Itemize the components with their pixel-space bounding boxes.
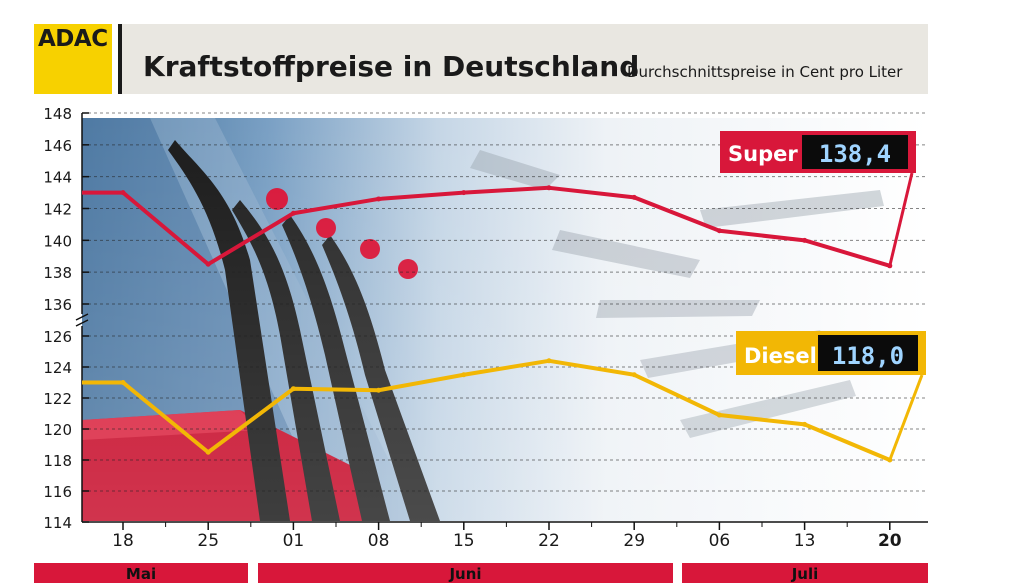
data-point xyxy=(205,261,211,267)
x-tick-label: 25 xyxy=(197,531,219,551)
data-point xyxy=(461,190,467,196)
data-point xyxy=(376,196,382,202)
data-point xyxy=(376,387,382,393)
lcd-value: 138,4 xyxy=(819,140,891,168)
series-name: Diesel xyxy=(744,344,817,368)
data-point xyxy=(546,185,552,191)
data-point xyxy=(120,190,126,196)
x-tick-label: 18 xyxy=(112,531,134,551)
month-label: Juli xyxy=(791,565,819,583)
x-tick-label: 15 xyxy=(453,531,475,551)
y-tick-label: 114 xyxy=(43,514,72,532)
data-point xyxy=(802,421,808,427)
y-tick-label: 118 xyxy=(43,452,72,470)
lcd-value: 118,0 xyxy=(832,342,904,370)
y-tick-label: 124 xyxy=(43,359,72,377)
y-axis-ticks: 136 138 140 142 144 146 148 114 116 118 120 122 124 1… xyxy=(43,105,89,532)
data-point xyxy=(290,210,296,216)
month-bars: Mai Juni Juli xyxy=(34,563,928,583)
lcd-display xyxy=(818,335,918,371)
chart-title: Kraftstoffpreise in Deutschland xyxy=(143,50,640,83)
series-name: Super xyxy=(728,142,798,166)
data-point xyxy=(290,386,296,392)
y-tick-label: 122 xyxy=(43,390,72,408)
data-point xyxy=(716,412,722,418)
data-point xyxy=(205,449,211,455)
y-tick-label: 138 xyxy=(43,264,72,282)
data-point xyxy=(802,237,808,243)
logo-divider xyxy=(118,24,122,94)
x-tick-label: 29 xyxy=(623,531,645,551)
y-tick-label: 144 xyxy=(43,169,72,187)
y-tick-label: 126 xyxy=(43,328,72,346)
lcd-display xyxy=(802,135,908,169)
y-tick-label: 120 xyxy=(43,421,72,439)
data-point xyxy=(120,380,126,385)
header-bar xyxy=(122,24,928,94)
x-tick-label: 13 xyxy=(794,531,816,551)
y-tick-label: 148 xyxy=(43,105,72,123)
month-bar xyxy=(258,563,673,583)
month-label: Mai xyxy=(126,565,156,583)
month-bar xyxy=(34,563,248,583)
background-photo xyxy=(82,118,928,521)
y-tick-label: 136 xyxy=(43,296,72,314)
axis-break-mark xyxy=(75,313,89,327)
data-point xyxy=(631,372,637,378)
data-point xyxy=(716,228,722,234)
x-tick-label: 01 xyxy=(283,531,305,551)
data-point xyxy=(461,372,467,378)
series-lines xyxy=(82,185,893,463)
y-tick-label: 146 xyxy=(43,137,72,155)
x-axis-ticks: 18 25 01 08 15 22 29 06 13 20 xyxy=(82,521,928,551)
x-tick-label: 20 xyxy=(878,531,902,551)
logo-text: ADAC xyxy=(38,26,108,52)
chart-subtitle: Durchschnittspreise in Cent pro Liter xyxy=(627,63,903,81)
leader-line xyxy=(888,374,924,461)
y-tick-label: 116 xyxy=(43,483,72,501)
x-tick-label: 08 xyxy=(368,531,390,551)
x-tick-label: 06 xyxy=(709,531,731,551)
data-point xyxy=(546,358,552,364)
adac-logo: ADAC xyxy=(34,24,112,94)
series-labels: Super 138,4 Diesel 118,0 xyxy=(720,131,926,461)
leader-line xyxy=(888,172,914,267)
x-tick-label: 22 xyxy=(538,531,560,551)
month-label: Juni xyxy=(448,565,481,583)
month-bar xyxy=(682,563,928,583)
y-tick-label: 140 xyxy=(43,232,72,250)
y-tick-label: 142 xyxy=(43,201,72,219)
data-point xyxy=(631,194,637,200)
